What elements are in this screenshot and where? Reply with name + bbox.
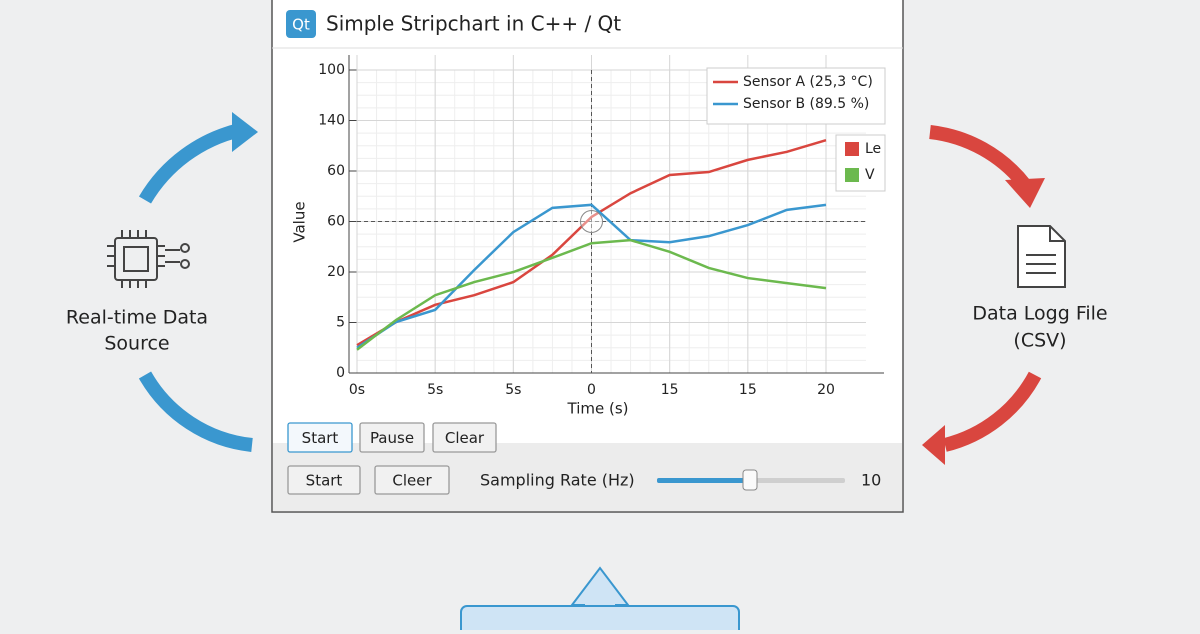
y-tick-label: 60 [327,214,345,230]
button[interactable] [287,465,361,495]
arrow-head [922,425,945,465]
y-axis-label: Value [291,201,309,242]
qt-icon [286,10,316,38]
file-label: (CSV) [1013,330,1066,352]
arrow-head [1005,178,1045,208]
button-label[interactable]: Cleer [392,472,432,490]
x-tick-label: 0s [349,382,365,398]
button-label[interactable]: Clear [445,429,485,447]
y-tick-label: 60 [327,163,345,179]
chip-icon [107,230,190,288]
slider-value: 10 [861,471,881,490]
file-icon [1017,225,1066,288]
x-tick-label: 15 [739,382,757,398]
arrow [929,125,1031,190]
legend [706,67,886,125]
source-label: Real-time Data [66,307,208,329]
x-tick-label: 15 [661,382,679,398]
x-tick-label: 20 [817,382,835,398]
arrow-head [232,112,258,152]
arrow [943,371,1042,452]
y-tick-label: 0 [336,365,345,381]
arrow [138,123,242,204]
source-label: Source [104,333,169,355]
slider-fill [657,478,750,483]
button[interactable] [287,422,353,453]
series-line [356,238,827,351]
button[interactable] [432,422,497,453]
slider-thumb[interactable] [742,469,758,491]
legend [835,134,886,192]
button[interactable] [374,465,450,495]
qt-icon-text: Qt [292,16,310,34]
y-tick-label: 5 [336,315,345,331]
x-tick-label: 5s [505,382,521,398]
legend-label: Sensor B (89.5 %) [743,96,869,112]
button-label[interactable]: Start [306,472,343,490]
file-label: Data Logg File [972,303,1107,325]
y-tick-label: 100 [318,62,345,78]
x-tick-label: 0 [587,382,596,398]
box [460,605,740,634]
arrow [138,371,253,452]
series-line [356,203,827,349]
crosshair-marker [580,210,603,233]
legend-label: Le [865,141,881,157]
y-tick-label: 20 [327,264,345,280]
legend-swatch [845,168,859,182]
slider-label: Sampling Rate (Hz) [480,471,635,490]
button[interactable] [359,422,425,453]
y-tick-label: 140 [318,113,345,129]
series-line [356,138,827,347]
legend-label: Sensor A (25,3 °C) [743,74,873,90]
legend-label: V [865,167,875,183]
x-axis-label: Time (s) [567,400,629,418]
button-label[interactable]: Start [302,429,339,447]
x-tick-label: 5s [427,382,443,398]
legend-swatch [845,142,859,156]
button-label[interactable]: Pause [370,429,414,447]
window-title: Simple Stripchart in C++ / Qt [326,12,621,36]
